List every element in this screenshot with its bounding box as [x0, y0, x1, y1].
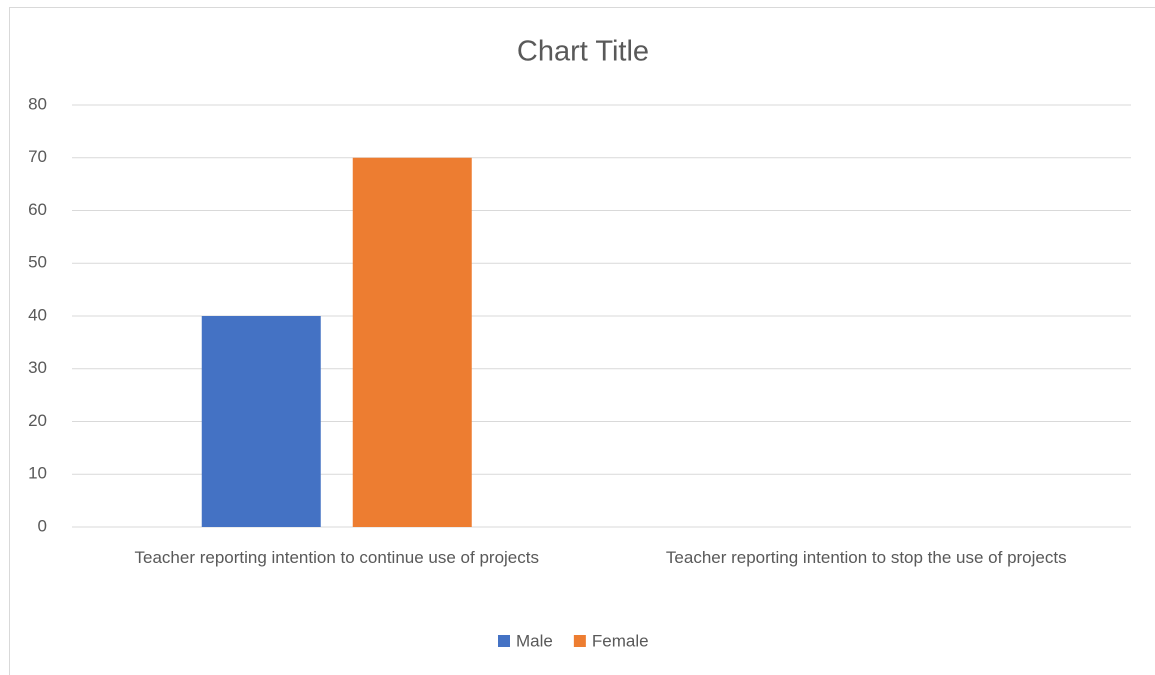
y-tick-label: 50 [28, 253, 47, 272]
bar [201, 316, 321, 527]
y-tick-label: 40 [28, 305, 47, 324]
bar [352, 157, 472, 527]
y-tick-label: 10 [28, 464, 47, 483]
x-tick-label-box: Teacher reporting intention to stop the … [665, 548, 1067, 567]
chart-border [9, 7, 1155, 675]
legend-swatch [498, 635, 510, 647]
x-tick-label: Teacher reporting intention to stop the … [665, 548, 1067, 567]
y-tick-label: 70 [28, 147, 47, 166]
legend-swatch [573, 635, 586, 647]
x-tick-label: Teacher reporting intention to continue … [134, 548, 539, 567]
legend-label: Male [516, 631, 553, 650]
y-tick-label: 20 [28, 411, 47, 430]
y-tick-label: 0 [38, 516, 47, 535]
legend-label: Female [592, 631, 649, 650]
x-tick-label-box: Teacher reporting intention to continue … [134, 548, 539, 567]
y-tick-label: 80 [28, 94, 47, 113]
chart-title: Chart Title [517, 36, 649, 68]
y-tick-label: 30 [28, 358, 47, 377]
y-tick-label: 60 [28, 200, 47, 219]
